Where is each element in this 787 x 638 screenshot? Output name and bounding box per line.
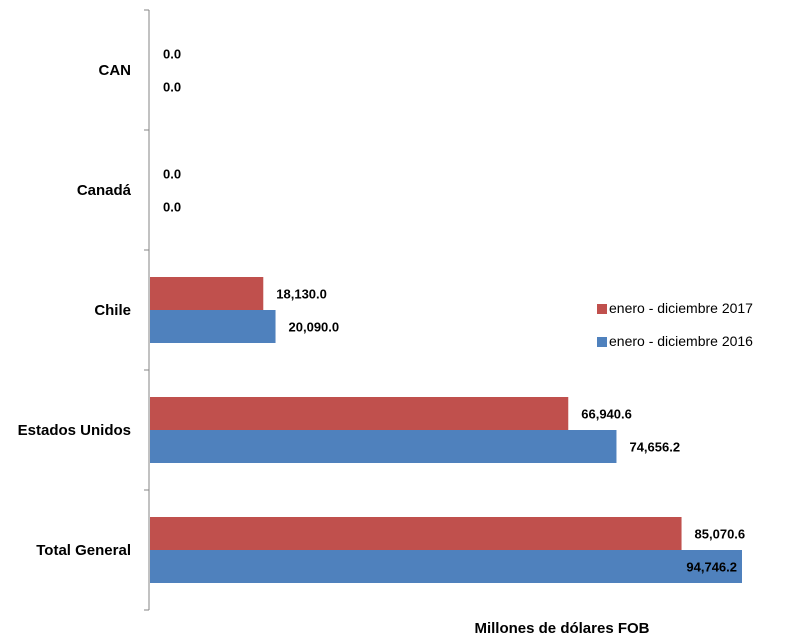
legend: enero - diciembre 2017 enero - diciembre … — [597, 300, 753, 349]
value-label-estados-unidos-2016: 74,656.2 — [629, 440, 680, 455]
category-axis — [144, 10, 149, 610]
legend-swatch-2016 — [597, 337, 607, 347]
bar-chile-2016 — [150, 310, 276, 343]
value-label-estados-unidos-2017: 66,940.6 — [581, 407, 632, 422]
bar-estados-unidos-2016 — [150, 430, 616, 463]
category-label-total-general: Total General — [36, 542, 131, 559]
value-label-can-2017: 0.0 — [163, 47, 181, 62]
bar-estados-unidos-2017 — [150, 397, 568, 430]
value-label-canada-2017: 0.0 — [163, 167, 181, 182]
category-label-canada: Canadá — [77, 182, 132, 199]
bar-total-general-2016 — [150, 550, 742, 583]
value-label-can-2016: 0.0 — [163, 80, 181, 95]
value-label-total-general-2017: 85,070.6 — [695, 527, 746, 542]
legend-swatch-2017 — [597, 304, 607, 314]
category-labels: CAN Canadá Chile Estados Unidos Total Genera… — [18, 62, 132, 559]
value-label-chile-2017: 18,130.0 — [276, 287, 327, 302]
bar-chile-2017 — [150, 277, 263, 310]
bar-total-general-2017 — [150, 517, 682, 550]
x-axis-label: Millones de dólares FOB — [474, 620, 649, 637]
legend-label-2016: enero - diciembre 2016 — [609, 333, 753, 349]
category-label-estados-unidos: Estados Unidos — [18, 422, 131, 439]
legend-label-2017: enero - diciembre 2017 — [609, 300, 753, 316]
category-label-can: CAN — [99, 62, 132, 79]
value-label-canada-2016: 0.0 — [163, 200, 181, 215]
value-label-total-general-2016: 94,746.2 — [686, 560, 737, 575]
category-label-chile: Chile — [94, 302, 131, 319]
value-label-chile-2016: 20,090.0 — [289, 320, 340, 335]
bars — [150, 277, 742, 583]
